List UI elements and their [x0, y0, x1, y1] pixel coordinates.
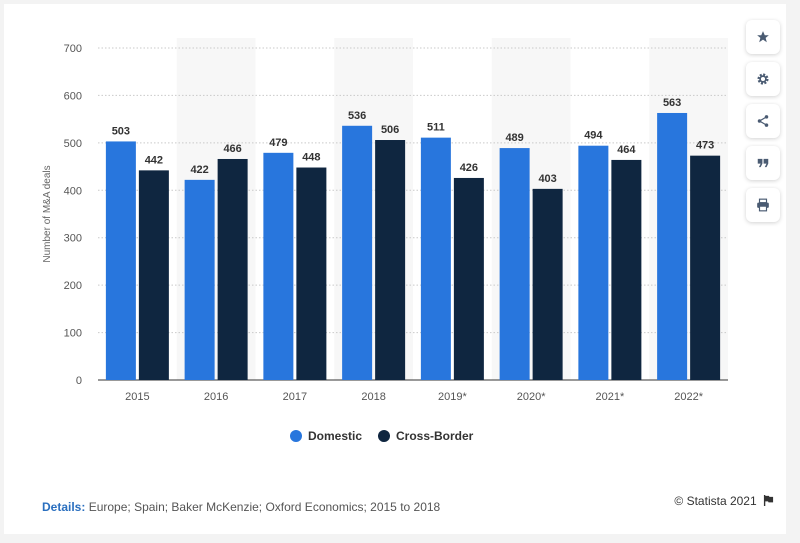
- data-label: 506: [381, 124, 399, 136]
- gear-icon: [757, 73, 769, 85]
- bar-domestic[interactable]: [578, 145, 609, 380]
- bar-domestic[interactable]: [184, 179, 215, 380]
- data-label: 464: [617, 144, 636, 156]
- y-tick-label: 600: [64, 90, 82, 102]
- favorite-button[interactable]: [746, 20, 780, 54]
- bar-domestic[interactable]: [420, 137, 451, 380]
- data-label: 479: [269, 137, 287, 149]
- bar-cross-border[interactable]: [296, 167, 327, 380]
- x-tick-label: 2022*: [674, 391, 703, 403]
- details-text: Europe; Spain; Baker McKenzie; Oxford Ec…: [88, 500, 441, 514]
- bar-domestic[interactable]: [342, 125, 373, 380]
- share-button[interactable]: [746, 104, 780, 138]
- data-label: 489: [505, 132, 523, 144]
- bar-cross-border[interactable]: [217, 158, 248, 380]
- x-tick-label: 2019*: [438, 391, 467, 403]
- settings-button[interactable]: [746, 62, 780, 96]
- flag-icon: [763, 495, 774, 506]
- y-axis-label: Number of M&A deals: [42, 165, 53, 262]
- y-tick-label: 0: [76, 375, 82, 387]
- data-label: 422: [190, 164, 208, 176]
- credit-text: © Statista 2021: [674, 494, 757, 508]
- data-label: 563: [663, 97, 681, 109]
- bar-cross-border[interactable]: [532, 188, 563, 380]
- star-icon: [757, 31, 769, 43]
- y-tick-label: 200: [64, 280, 82, 292]
- bar-cross-border[interactable]: [690, 155, 721, 380]
- y-tick-label: 300: [64, 233, 82, 245]
- x-tick-label: 2016: [204, 391, 228, 403]
- bar-domestic[interactable]: [263, 152, 294, 380]
- bar-domestic[interactable]: [105, 141, 136, 380]
- y-tick-label: 500: [64, 138, 82, 150]
- legend-label[interactable]: Cross-Border: [396, 429, 474, 443]
- bar-cross-border[interactable]: [453, 177, 484, 380]
- legend-swatch: [378, 430, 390, 442]
- quote-icon: [757, 158, 769, 168]
- statista-credit[interactable]: © Statista 2021: [674, 494, 774, 508]
- y-tick-label: 100: [64, 328, 82, 340]
- details-label: Details:: [42, 500, 86, 514]
- data-label: 511: [427, 122, 445, 134]
- data-label: 473: [696, 140, 714, 152]
- cite-button[interactable]: [746, 146, 780, 180]
- data-label: 403: [538, 173, 556, 185]
- data-label: 494: [584, 130, 603, 142]
- x-tick-label: 2015: [125, 391, 149, 403]
- x-tick-label: 2017: [283, 391, 307, 403]
- bar-domestic[interactable]: [657, 112, 688, 380]
- y-tick-label: 700: [64, 43, 82, 55]
- data-label: 536: [348, 110, 366, 122]
- x-tick-label: 2021*: [595, 391, 624, 403]
- bar-cross-border[interactable]: [138, 170, 169, 380]
- data-label: 442: [145, 154, 163, 166]
- data-label: 503: [112, 125, 130, 137]
- legend-swatch: [290, 430, 302, 442]
- print-button[interactable]: [746, 188, 780, 222]
- source-details: Details: Europe; Spain; Baker McKenzie; …: [42, 500, 440, 514]
- legend: Domestic Cross-Border: [290, 429, 474, 443]
- bar-cross-border[interactable]: [611, 159, 642, 380]
- y-tick-label: 400: [64, 185, 82, 197]
- data-label: 426: [460, 162, 478, 174]
- data-label: 448: [302, 152, 320, 164]
- bar-domestic[interactable]: [499, 148, 530, 380]
- data-label: 466: [223, 143, 241, 155]
- x-tick-label: 2020*: [517, 391, 546, 403]
- share-icon: [757, 115, 769, 127]
- bar-cross-border[interactable]: [375, 140, 406, 380]
- x-tick-label: 2018: [361, 391, 385, 403]
- legend-label[interactable]: Domestic: [308, 429, 362, 443]
- print-icon: [757, 198, 769, 212]
